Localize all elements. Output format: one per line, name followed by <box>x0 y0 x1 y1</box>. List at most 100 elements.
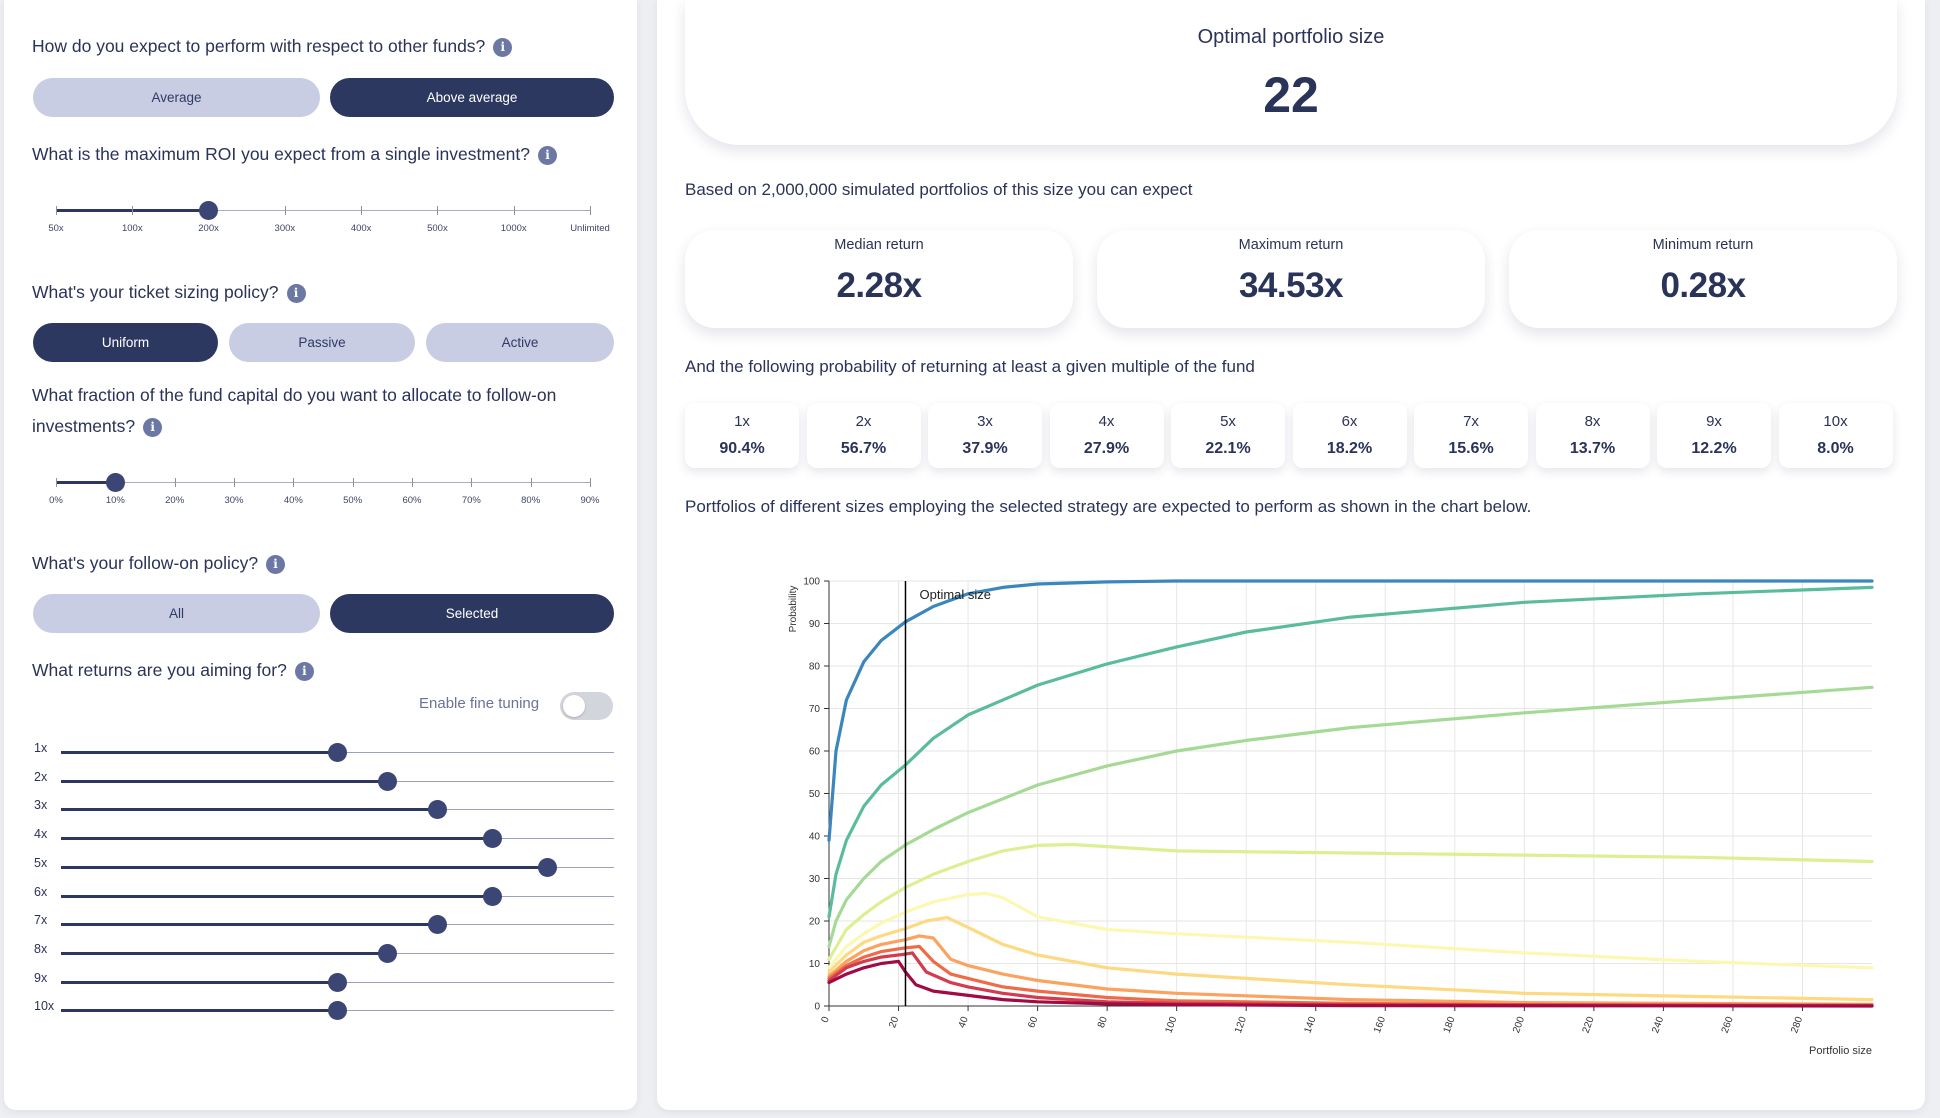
x-axis-label: Portfolio size <box>1809 1045 1872 1057</box>
return-target-slider-knob[interactable] <box>377 771 397 791</box>
probability-multiple: 2x <box>855 413 872 430</box>
info-icon[interactable]: i <box>493 38 513 57</box>
slider-tick <box>590 206 591 215</box>
followon-tick-label: 0% <box>49 495 63 506</box>
probability-multiple: 3x <box>977 413 993 430</box>
return-target-slider-knob[interactable] <box>377 943 397 963</box>
option-selected[interactable]: Selected <box>330 594 614 633</box>
returns-question: What returns are you aiming for? i <box>32 655 314 686</box>
followon-tick-label: 10% <box>105 495 125 506</box>
followon-tick-label: 20% <box>165 495 185 506</box>
probability-value: 27.9% <box>1083 440 1130 457</box>
option-above-average[interactable]: Above average <box>330 78 614 117</box>
roi-tick-label: 1000x <box>500 223 527 234</box>
slider-knob[interactable] <box>105 473 125 492</box>
x-tick-label: 220 <box>1581 1015 1597 1035</box>
minimum-return-card: Minimum return 0.28x <box>1509 230 1897 328</box>
y-tick-label: 70 <box>809 704 821 715</box>
info-icon[interactable]: i <box>537 146 557 165</box>
chart-intro-text: Portfolios of different sizes employing … <box>685 497 1532 516</box>
probability-value: 22.1% <box>1205 440 1251 457</box>
return-target-row: 7x <box>34 913 614 937</box>
performance-question: How do you expect to perform with respec… <box>32 31 513 62</box>
slider-fill <box>61 865 548 869</box>
followon-tick-label: 40% <box>283 495 303 506</box>
return-target-label: 3x <box>34 798 48 813</box>
series-line <box>827 579 1874 842</box>
info-icon[interactable]: i <box>294 662 314 681</box>
return-target-row: 10x <box>34 999 614 1023</box>
x-tick-label: 140 <box>1303 1015 1319 1035</box>
slider-tick <box>234 478 235 487</box>
probability-card: 4x 27.9% <box>1049 403 1164 468</box>
return-target-slider-knob[interactable] <box>538 857 558 877</box>
followon-tick-label: 60% <box>402 495 422 506</box>
return-target-slider-knob[interactable] <box>328 1001 347 1021</box>
slider-tick <box>56 206 57 215</box>
series-line <box>827 934 1874 1006</box>
return-target-slider-knob[interactable] <box>328 972 347 992</box>
return-target-label: 8x <box>34 941 48 956</box>
probability-value: 56.7% <box>840 440 887 457</box>
x-tick-label: 80 <box>1096 1015 1110 1030</box>
info-icon[interactable]: i <box>286 284 306 303</box>
minimum-return-value: 0.28x <box>1660 266 1746 305</box>
series-line <box>827 959 1874 1008</box>
slider-track <box>56 210 590 211</box>
x-tick-label: 260 <box>1720 1015 1736 1035</box>
roi-tick-label: 300x <box>274 223 296 234</box>
median-return-value: 2.28x <box>836 266 922 305</box>
ticket-question: What's your ticket sizing policy? i <box>32 277 306 308</box>
x-tick-label: 280 <box>1789 1015 1805 1035</box>
optimal-size-value: 22 <box>1263 67 1319 123</box>
return-target-slider-knob[interactable] <box>427 915 447 935</box>
option-active[interactable]: Active <box>426 323 614 362</box>
option-all[interactable]: All <box>33 594 320 633</box>
x-tick-label: 20 <box>887 1015 901 1030</box>
y-axis-label: Probability <box>788 586 799 633</box>
return-target-slider-knob[interactable] <box>482 886 502 906</box>
median-return-card: Median return 2.28x <box>685 230 1073 328</box>
x-tick-label: 60 <box>1026 1015 1040 1030</box>
slider-knob[interactable] <box>199 201 219 220</box>
roi-tick-label: Unlimited <box>570 223 610 234</box>
return-target-slider-knob[interactable] <box>427 800 447 820</box>
followon-tick-label: 90% <box>580 495 600 506</box>
probability-card: 5x 22.1% <box>1171 403 1285 468</box>
x-tick-label: 200 <box>1511 1015 1527 1035</box>
probability-card: 3x 37.9% <box>928 403 1042 468</box>
return-target-row: 1x <box>34 741 614 765</box>
max-roi-slider[interactable]: 50x 100x 200x 300x 400x 500x 1000x Unlimited <box>48 199 610 239</box>
fine-tuning-label: Enable fine tuning <box>419 695 540 712</box>
optimal-size-title: Optimal portfolio size <box>1197 26 1385 48</box>
x-tick-label: 180 <box>1442 1015 1458 1035</box>
return-target-label: 9x <box>34 970 48 985</box>
return-target-label: 2x <box>34 769 48 784</box>
fine-tuning-toggle[interactable] <box>560 692 613 720</box>
return-target-slider-knob[interactable] <box>328 743 347 762</box>
return-target-label: 6x <box>34 884 48 899</box>
info-icon[interactable]: i <box>143 418 163 437</box>
followon-fraction-slider[interactable]: 0% 10% 20% 30% 40% 50% 60% 70% 80% 90% <box>49 471 600 511</box>
x-tick-label: 160 <box>1372 1015 1388 1035</box>
policy-question: What's your follow-on policy? i <box>32 548 286 579</box>
slider-tick <box>530 478 532 487</box>
slider-tick <box>352 478 354 487</box>
minimum-return-title: Minimum return <box>1652 237 1754 253</box>
return-target-label: 10x <box>34 999 55 1014</box>
option-uniform[interactable]: Uniform <box>33 323 218 362</box>
optimal-size-card: Optimal portfolio size 22 <box>685 0 1897 145</box>
roi-tick-label: 100x <box>121 223 143 234</box>
y-tick-label: 10 <box>809 959 821 970</box>
info-icon[interactable]: i <box>266 555 286 574</box>
return-target-row: 8x <box>34 942 614 966</box>
probability-text: And the following probability of returni… <box>685 357 1255 376</box>
option-average[interactable]: Average <box>33 78 320 117</box>
probability-card: 10x 8.0% <box>1778 403 1893 468</box>
return-target-slider-knob[interactable] <box>482 829 502 849</box>
series-line <box>827 685 1874 949</box>
probability-multiple: 1x <box>734 413 750 430</box>
series-line <box>827 944 1874 1007</box>
option-passive[interactable]: Passive <box>229 323 415 362</box>
series-line <box>827 842 1874 961</box>
